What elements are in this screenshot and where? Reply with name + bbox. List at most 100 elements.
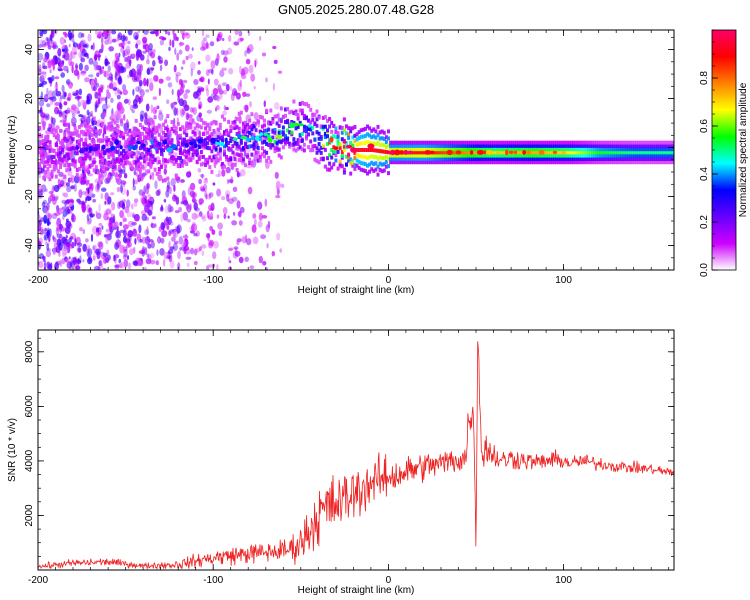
spectrogram-cell xyxy=(614,160,618,165)
spectrogram-cell xyxy=(133,198,139,203)
spectrogram-cell xyxy=(55,88,58,92)
spectrogram-cell xyxy=(494,157,498,161)
spectrogram-cell xyxy=(57,66,62,72)
spectrogram-cell xyxy=(244,123,247,128)
spectrogram-cell xyxy=(574,143,578,148)
spectrogram-cell xyxy=(252,213,257,219)
spectrogram-cell xyxy=(641,143,645,148)
spectrogram-cell xyxy=(146,68,151,75)
spectrogram-cell xyxy=(504,153,508,158)
spectrogram-cell xyxy=(259,132,264,136)
spectrogram-cell xyxy=(614,140,618,145)
spectrogram-cell xyxy=(448,157,451,161)
spectrogram-cell xyxy=(281,125,285,130)
spectrogram-cell xyxy=(578,157,582,161)
spectrogram-cell xyxy=(313,137,317,142)
spectrogram-cell xyxy=(437,150,441,155)
spectrogram-cell xyxy=(660,140,664,145)
spectrogram-cell xyxy=(94,144,98,149)
spectrogram-cell xyxy=(630,143,634,148)
spectrogram-cell xyxy=(103,130,107,135)
spectrogram-cell xyxy=(662,157,666,161)
spectrogram-cell xyxy=(137,51,140,57)
spectrogram-cell xyxy=(307,145,311,150)
spectrogram-cell xyxy=(279,119,283,124)
spectrogram-cell xyxy=(384,164,388,169)
spectrogram-cell xyxy=(672,160,674,165)
spectrogram-cell xyxy=(586,157,590,161)
spectrogram-cell xyxy=(264,267,268,270)
spectrogram-cell xyxy=(92,168,96,173)
spectrogram-cell xyxy=(523,140,527,145)
spectrogram-cell xyxy=(170,126,174,131)
spectrogram-cell xyxy=(110,192,115,196)
spectrogram-cell xyxy=(195,123,199,128)
spectrogram-cell xyxy=(223,117,226,122)
spectrogram-cell xyxy=(225,141,229,146)
spectrogram-cell xyxy=(176,156,180,160)
spectrogram-cell xyxy=(75,139,79,144)
spectrogram-cell xyxy=(525,143,529,148)
spectrogram-cell xyxy=(515,157,519,161)
spectrogram-cell xyxy=(48,97,54,100)
spectrogram-cell xyxy=(111,118,115,123)
spectrogram-cell xyxy=(181,140,184,145)
spectrogram-cell xyxy=(353,163,357,168)
spectrogram-cell xyxy=(195,152,199,157)
spectrogram-cell xyxy=(525,160,529,165)
spectrogram-cell xyxy=(656,157,660,161)
spectrogram-cell xyxy=(66,107,71,114)
spectrogram-cell xyxy=(213,78,219,86)
spectrogram-cell xyxy=(326,142,329,146)
spectrogram-cell xyxy=(551,157,554,161)
spectrogram-cell xyxy=(586,160,590,165)
spectrogram-cell xyxy=(326,167,329,172)
spectrogram-cell xyxy=(68,84,73,90)
spectrogram-cell xyxy=(163,139,167,145)
spectrogram-cell xyxy=(149,164,153,169)
spectrogram-cell xyxy=(147,202,151,207)
spectrogram-cell xyxy=(429,153,433,158)
spectrogram-cell xyxy=(78,114,84,118)
spectrogram-cell xyxy=(62,209,68,217)
spectrogram-cell xyxy=(441,140,445,145)
spectrogram-cell xyxy=(527,147,531,152)
spectrogram-cell xyxy=(162,222,165,232)
spectrogram-cell xyxy=(80,99,85,107)
spectrogram-cell xyxy=(98,222,103,227)
spectrogram-cell xyxy=(107,125,111,130)
spectrogram-cell xyxy=(656,147,660,152)
spectrogram-cell xyxy=(387,129,390,134)
spectrogram-cell xyxy=(261,215,268,219)
spectrogram-cell xyxy=(349,126,353,131)
spectrogram-cell xyxy=(160,237,165,244)
spectrogram-cell xyxy=(168,151,172,156)
spectrogram-cell xyxy=(168,140,172,145)
spectrogram-cell xyxy=(597,143,601,148)
spectrogram-cell xyxy=(168,158,172,163)
spectrogram-cell xyxy=(672,147,674,152)
spectrogram-cell xyxy=(387,164,390,169)
spectrogram-cell xyxy=(658,150,662,155)
spectrogram-cell xyxy=(555,140,559,145)
spectrogram-cell xyxy=(184,32,189,36)
spectrogram-cell xyxy=(288,110,292,115)
spectrogram-cell xyxy=(65,168,69,173)
spectrogram-cell xyxy=(239,158,243,163)
spectrogram-cell xyxy=(261,52,267,57)
spectrogram-cell xyxy=(475,157,479,161)
spectrogram-cell xyxy=(330,165,334,170)
spectrogram-cell xyxy=(147,193,152,199)
spectrogram-cell xyxy=(382,155,386,160)
spectrogram-cell xyxy=(136,69,142,77)
spectrogram-cell xyxy=(134,118,138,123)
spectrogram-cell xyxy=(158,109,163,115)
spectrogram-cell xyxy=(127,262,132,270)
spectrogram-cell xyxy=(223,149,226,154)
spectrogram-cell xyxy=(120,184,123,194)
spectrogram-cell xyxy=(77,95,82,100)
spectrogram-cell xyxy=(363,155,367,159)
spectrogram-cell xyxy=(643,143,647,148)
spectrogram-cell xyxy=(222,110,227,116)
spectrogram-cell xyxy=(466,157,470,161)
